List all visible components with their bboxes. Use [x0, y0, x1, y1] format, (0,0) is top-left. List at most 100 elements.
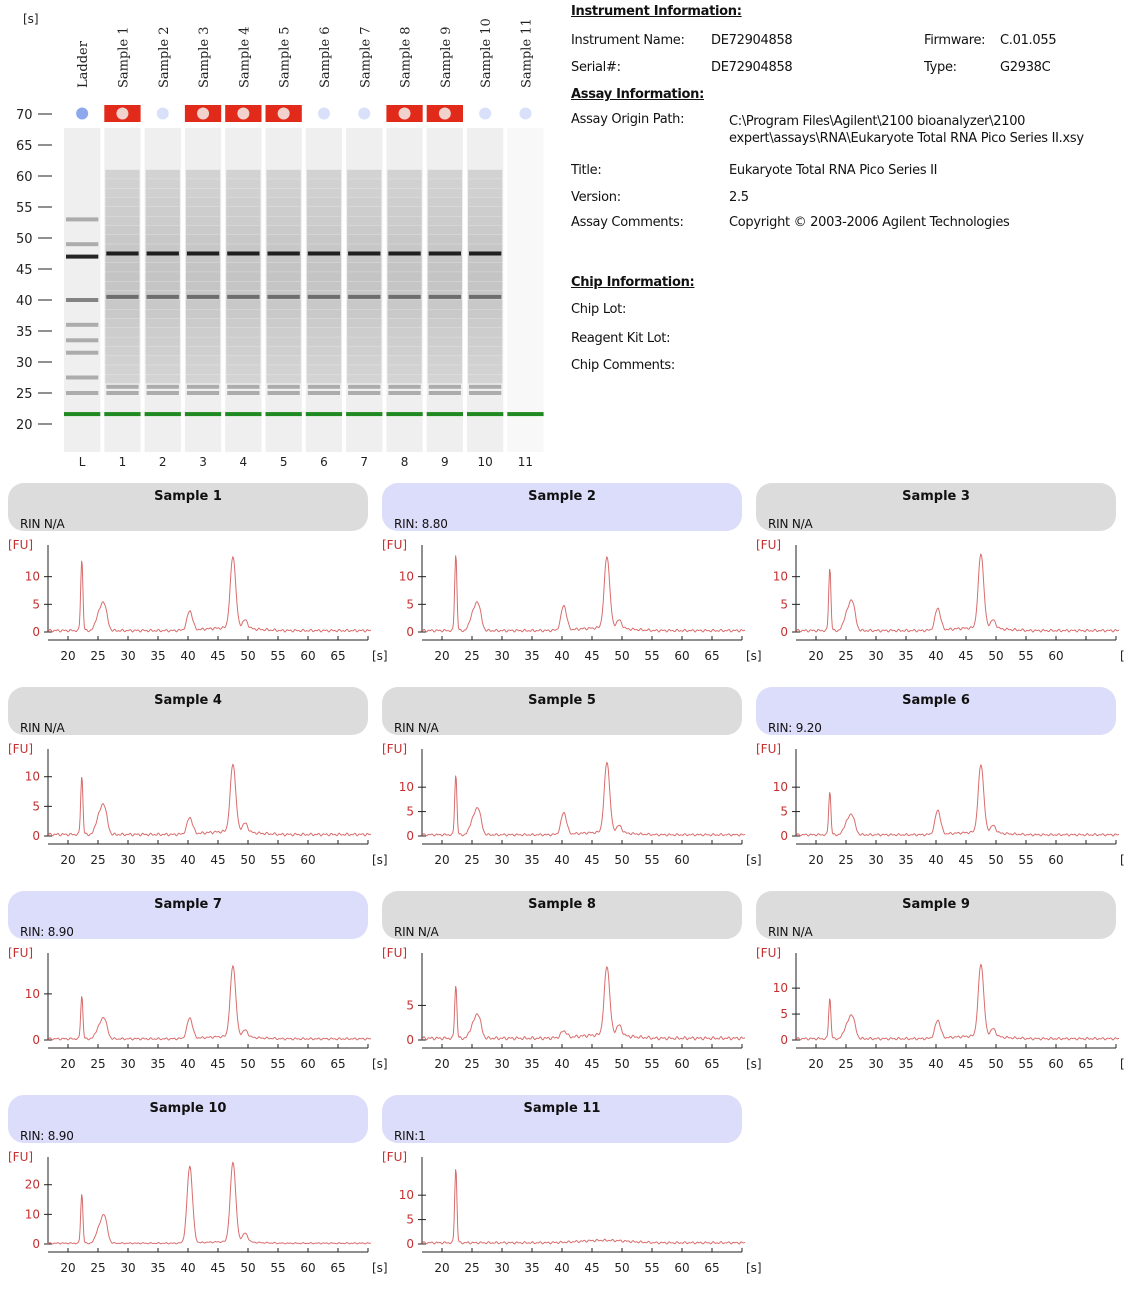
panel-x-tick-label: 50 [614, 1057, 629, 1071]
panel-x-tick-label: 30 [120, 649, 135, 663]
gel-smear [266, 365, 301, 375]
gel-smear [105, 169, 140, 179]
gel-smear [226, 225, 261, 235]
panel-y-unit: [FU] [382, 946, 407, 960]
panel-x-tick-label: 50 [988, 1057, 1003, 1071]
gel-smear [145, 355, 180, 365]
panel-y-tick-label: 10 [25, 987, 40, 1001]
gel-smear [185, 207, 221, 216]
gel-lane [467, 128, 504, 452]
panel-x-tick-label: 40 [928, 1057, 943, 1071]
gel-lane [225, 128, 262, 452]
gel-lane-number: 6 [320, 455, 328, 469]
gel-smear [266, 216, 301, 226]
panel-x-tick-label: 50 [614, 853, 629, 867]
panel-y-tick-label: 0 [780, 625, 788, 639]
gel-lane [64, 128, 101, 452]
gel-smear [347, 207, 382, 216]
gel-smear [468, 300, 503, 309]
gel-smear [185, 365, 221, 375]
gel-smear [185, 225, 221, 235]
gel-smear [306, 169, 342, 179]
gel-smear [185, 197, 221, 207]
panel-x-tick-label: 35 [150, 1261, 165, 1275]
gel-smear [185, 281, 221, 291]
gel-smear [387, 169, 422, 179]
panel-x-tick-label: 20 [60, 649, 75, 663]
gel-smear [105, 300, 140, 309]
gel-smear [347, 188, 382, 198]
panel-y-tick-label: 10 [399, 1188, 414, 1202]
gel-lane [507, 128, 544, 452]
panel-rin: RIN:1 [394, 1129, 426, 1143]
electropherogram-trace [46, 555, 372, 633]
panel-title: Sample 5 [528, 693, 596, 708]
gel-smear [468, 225, 503, 235]
panel-y-unit: [FU] [8, 538, 33, 552]
gel-lane-name: Sample 6 [318, 26, 333, 88]
gel-marker-band [386, 412, 423, 417]
gel-smear [266, 169, 301, 179]
panel-x-tick-label: 60 [300, 853, 315, 867]
gel-lane-number: 8 [401, 455, 409, 469]
electropherogram-panel: Sample 7 RIN: 8.90 [FU] 10 0 20 25 30 35 40 45 50 55… [8, 891, 388, 1091]
gel-smear [306, 197, 342, 207]
gel-flag-dot [438, 107, 451, 120]
gel-band [66, 375, 99, 380]
gel-smear [266, 281, 301, 291]
panel-x-tick-label: 60 [1048, 853, 1063, 867]
gel-smear [347, 216, 382, 226]
panel-y-tick-label: 0 [406, 1237, 414, 1251]
gel-smear [105, 281, 140, 291]
gel-flag-dot [197, 107, 210, 120]
gel-marker-band [225, 412, 262, 417]
gel-smear [145, 207, 180, 216]
electropherogram-panel: Sample 3 RIN N/A [FU] 10 5 0 20 25 30 35 40 45 50 55 6… [756, 483, 1124, 683]
gel-lane-flag-blue [358, 107, 371, 120]
gel-smear [306, 327, 342, 337]
panel-y-tick-label: 0 [32, 1237, 40, 1251]
gel-smear [105, 188, 140, 198]
gel-smear [427, 207, 462, 216]
panel-x-tick-label: 55 [270, 1057, 285, 1071]
gel-y-tick-label: 40 [16, 294, 33, 309]
electropherogram-trace [46, 964, 372, 1041]
gel-smear [468, 244, 503, 254]
panel-x-tick-label: 50 [240, 649, 255, 663]
panel-x-tick-label: 45 [958, 1057, 973, 1071]
gel-lane [426, 128, 463, 452]
panel-y-tick-label: 5 [406, 998, 414, 1012]
panel-x-tick-label: 40 [928, 649, 943, 663]
gel-smear [226, 197, 261, 207]
panel-x-tick-label: 65 [704, 649, 719, 663]
panel-rin: RIN N/A [768, 925, 813, 939]
panel-x-tick-label: 45 [958, 649, 973, 663]
gel-smear [266, 262, 301, 272]
gel-band [66, 338, 99, 343]
gel-smear [266, 207, 301, 216]
gel-smear [468, 281, 503, 291]
gel-smear [306, 253, 342, 263]
panel-x-tick-label: 50 [240, 1261, 255, 1275]
gel-marker-band [265, 412, 302, 417]
gel-smear [468, 216, 503, 226]
gel-smear [468, 169, 503, 179]
panel-x-tick-label: 55 [644, 853, 659, 867]
gel-flag-dot [237, 107, 250, 120]
gel-lane-name: Sample 10 [479, 18, 494, 88]
gel-smear [226, 300, 261, 309]
panel-x-tick-label: 55 [644, 649, 659, 663]
gel-smear [306, 179, 342, 189]
panel-x-tick-label: 55 [644, 1261, 659, 1275]
panel-y-tick-label: 10 [25, 570, 40, 584]
gel-band [428, 251, 461, 256]
panel-header: Sample 8 RIN N/A [382, 891, 742, 939]
gel-band [106, 251, 139, 256]
gel-smear [387, 300, 422, 309]
panel-x-unit: [s] [372, 649, 388, 663]
gel-smear [185, 179, 221, 189]
panel-x-tick-label: 25 [90, 1057, 105, 1071]
